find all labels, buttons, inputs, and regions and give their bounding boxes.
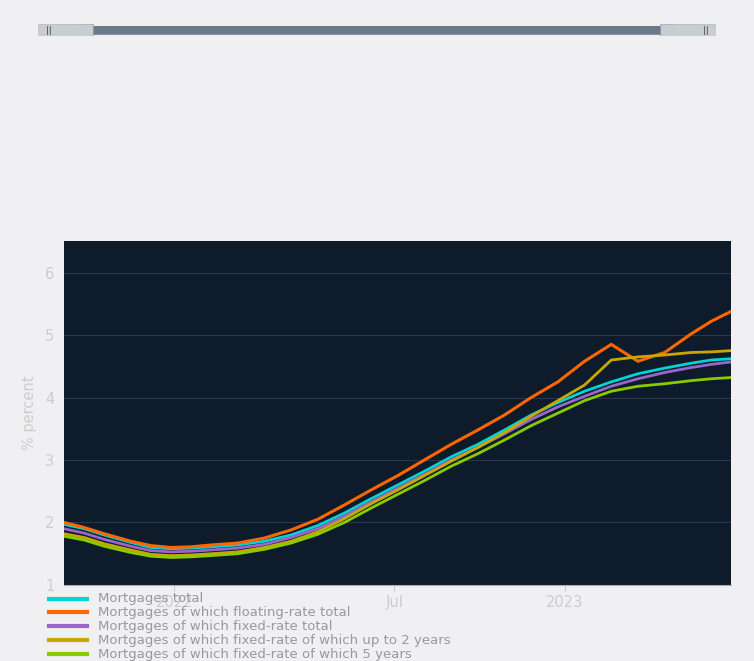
Text: Mortgages total: Mortgages total	[98, 592, 204, 605]
Text: Mortgages of which fixed-rate of which 5 years: Mortgages of which fixed-rate of which 5…	[98, 648, 412, 660]
Text: Mortgages of which fixed-rate total: Mortgages of which fixed-rate total	[98, 620, 333, 633]
Y-axis label: % percent: % percent	[22, 376, 37, 450]
FancyBboxPatch shape	[661, 24, 750, 37]
Text: ||: ||	[46, 26, 51, 35]
Text: Mortgages of which fixed-rate of which up to 2 years: Mortgages of which fixed-rate of which u…	[98, 634, 451, 646]
FancyBboxPatch shape	[4, 24, 93, 37]
FancyBboxPatch shape	[41, 26, 713, 35]
Text: Mortgages of which floating-rate total: Mortgages of which floating-rate total	[98, 606, 351, 619]
Text: ||: ||	[703, 26, 708, 35]
